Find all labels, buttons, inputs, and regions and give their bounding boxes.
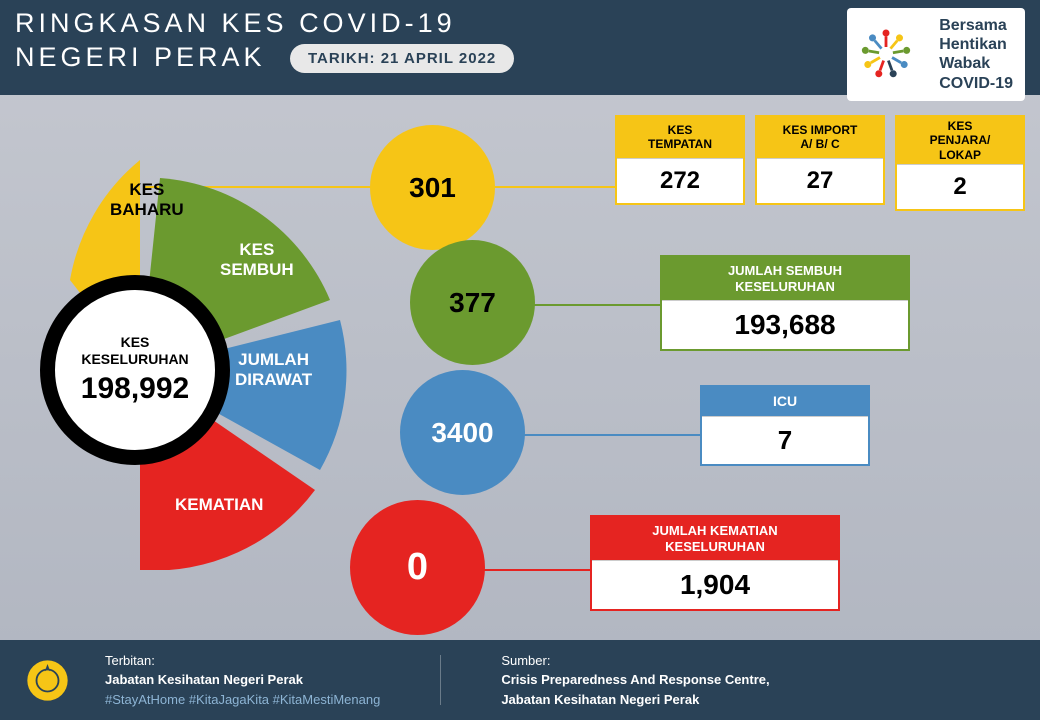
- title-line-2: NEGERI PERAK: [15, 42, 266, 73]
- box-icu: ICU 7: [700, 385, 870, 466]
- bubble-new-cases: 301: [370, 125, 495, 250]
- campaign-logo: Bersama Hentikan Wabak COVID-19: [847, 8, 1025, 101]
- title-line-1: RINGKASAN KES COVID-19: [15, 8, 456, 39]
- footer-separator: [440, 655, 441, 705]
- footer-source: Sumber: Crisis Preparedness And Response…: [501, 651, 769, 710]
- wedge-label-red: KEMATIAN: [175, 495, 263, 515]
- center-label: KESKESELURUHAN: [81, 334, 188, 368]
- wedge-label-green: KESSEMBUH: [220, 240, 294, 281]
- footer-publisher: Terbitan: Jabatan Kesihatan Negeri Perak…: [105, 651, 380, 710]
- box-penjara: KESPENJARA/LOKAP 2: [895, 115, 1025, 211]
- bubble-treated: 3400: [400, 370, 525, 495]
- main-content: KESBAHARU KESSEMBUH JUMLAHDIRAWAT KEMATI…: [0, 95, 1040, 640]
- center-total-circle: KESKESELURUHAN 198,992: [40, 275, 230, 465]
- bubble-deaths: 0: [350, 500, 485, 635]
- bubble-recovered: 377: [410, 240, 535, 365]
- footer-bar: Terbitan: Jabatan Kesihatan Negeri Perak…: [0, 640, 1040, 720]
- box-tempatan: KESTEMPATAN 272: [615, 115, 745, 205]
- box-total-deaths: JUMLAH KEMATIANKESELURUHAN 1,904: [590, 515, 840, 611]
- box-total-recovered: JUMLAH SEMBUHKESELURUHAN 193,688: [660, 255, 910, 351]
- sunburst-icon: [851, 19, 921, 89]
- crest-icon: [20, 653, 75, 708]
- wedge-label-yellow: KESBAHARU: [110, 180, 184, 221]
- header-bar: RINGKASAN KES COVID-19 NEGERI PERAK TARI…: [0, 0, 1040, 95]
- wedge-label-blue: JUMLAHDIRAWAT: [235, 350, 312, 391]
- date-badge: TARIKH: 21 APRIL 2022: [290, 44, 514, 73]
- box-import: KES IMPORTA/ B/ C 27: [755, 115, 885, 205]
- center-value: 198,992: [81, 372, 189, 406]
- campaign-text: Bersama Hentikan Wabak COVID-19: [931, 12, 1021, 97]
